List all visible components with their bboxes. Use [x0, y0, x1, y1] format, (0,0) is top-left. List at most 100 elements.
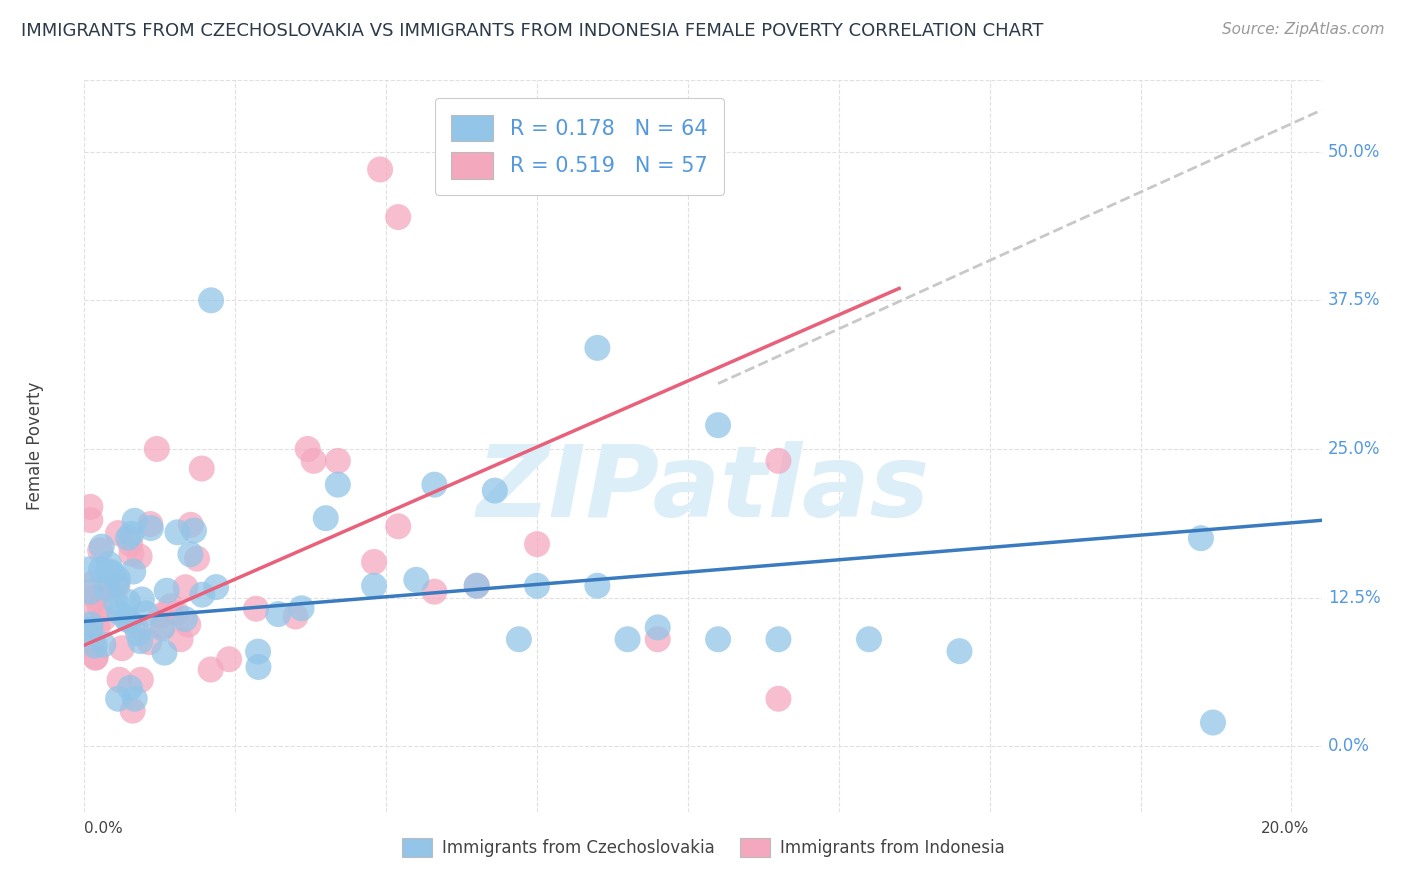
Point — [647, 620, 669, 634]
Point — [508, 632, 530, 647]
Point — [120, 547, 142, 561]
Point — [107, 572, 129, 586]
Point — [165, 606, 187, 620]
Point — [98, 557, 121, 571]
Point — [190, 461, 212, 475]
Text: Source: ZipAtlas.com: Source: ZipAtlas.com — [1222, 22, 1385, 37]
Point — [108, 673, 131, 687]
Point — [302, 454, 325, 468]
Text: 0.0%: 0.0% — [1327, 738, 1369, 756]
Point — [108, 605, 131, 619]
Point — [1189, 531, 1212, 545]
Point — [84, 650, 107, 665]
Point — [79, 584, 101, 599]
Point — [128, 549, 150, 564]
Point — [179, 547, 201, 561]
Point — [423, 477, 446, 491]
Point — [82, 576, 104, 591]
Legend: Immigrants from Czechoslovakia, Immigrants from Indonesia: Immigrants from Czechoslovakia, Immigran… — [394, 830, 1012, 865]
Text: ZIPatlas: ZIPatlas — [477, 442, 929, 539]
Point — [363, 579, 385, 593]
Point — [245, 601, 267, 615]
Point — [127, 626, 149, 640]
Text: IMMIGRANTS FROM CZECHOSLOVAKIA VS IMMIGRANTS FROM INDONESIA FEMALE POVERTY CORRE: IMMIGRANTS FROM CZECHOSLOVAKIA VS IMMIGR… — [21, 22, 1043, 40]
Point — [768, 691, 790, 706]
Point — [948, 644, 970, 658]
Point — [125, 620, 148, 634]
Point — [150, 608, 173, 623]
Point — [117, 595, 139, 609]
Point — [205, 580, 228, 594]
Text: 50.0%: 50.0% — [1327, 143, 1381, 161]
Point — [105, 575, 128, 590]
Point — [284, 609, 307, 624]
Point — [90, 540, 112, 554]
Point — [118, 614, 141, 628]
Point — [120, 537, 142, 551]
Point — [1202, 715, 1225, 730]
Point — [86, 621, 108, 635]
Point — [290, 601, 312, 615]
Point — [200, 663, 222, 677]
Point — [115, 612, 138, 626]
Point — [707, 418, 730, 433]
Point — [180, 517, 202, 532]
Point — [707, 632, 730, 647]
Point — [387, 519, 409, 533]
Point — [83, 639, 105, 653]
Point — [89, 543, 111, 558]
Point — [131, 592, 153, 607]
Point — [173, 612, 195, 626]
Point — [368, 162, 391, 177]
Point — [97, 565, 120, 579]
Point — [315, 511, 337, 525]
Point — [104, 595, 127, 609]
Point — [200, 293, 222, 308]
Text: 37.5%: 37.5% — [1327, 292, 1381, 310]
Point — [166, 525, 188, 540]
Point — [159, 599, 181, 614]
Point — [152, 620, 174, 634]
Point — [267, 607, 290, 621]
Point — [79, 513, 101, 527]
Point — [423, 584, 446, 599]
Point — [218, 652, 240, 666]
Point — [139, 521, 162, 535]
Point — [586, 341, 609, 355]
Point — [586, 579, 609, 593]
Point — [122, 565, 145, 579]
Point — [139, 517, 162, 532]
Point — [363, 555, 385, 569]
Point — [616, 632, 638, 647]
Point — [84, 650, 107, 665]
Point — [135, 606, 157, 620]
Point — [177, 617, 200, 632]
Point — [191, 588, 214, 602]
Point — [526, 537, 548, 551]
Point — [156, 583, 179, 598]
Point — [79, 623, 101, 637]
Point — [91, 638, 114, 652]
Point — [124, 691, 146, 706]
Point — [247, 645, 270, 659]
Point — [100, 581, 122, 595]
Point — [117, 531, 139, 545]
Point — [183, 524, 205, 538]
Point — [96, 582, 118, 596]
Point — [526, 579, 548, 593]
Point — [169, 632, 191, 647]
Point — [146, 442, 169, 456]
Point — [121, 704, 143, 718]
Text: 0.0%: 0.0% — [84, 822, 124, 836]
Point — [186, 551, 208, 566]
Point — [79, 562, 101, 576]
Point — [79, 617, 101, 632]
Point — [100, 566, 122, 580]
Text: 12.5%: 12.5% — [1327, 589, 1381, 607]
Text: 25.0%: 25.0% — [1327, 440, 1381, 458]
Point — [105, 579, 128, 593]
Point — [647, 632, 669, 647]
Point — [84, 591, 107, 605]
Text: 20.0%: 20.0% — [1261, 822, 1309, 836]
Point — [247, 660, 270, 674]
